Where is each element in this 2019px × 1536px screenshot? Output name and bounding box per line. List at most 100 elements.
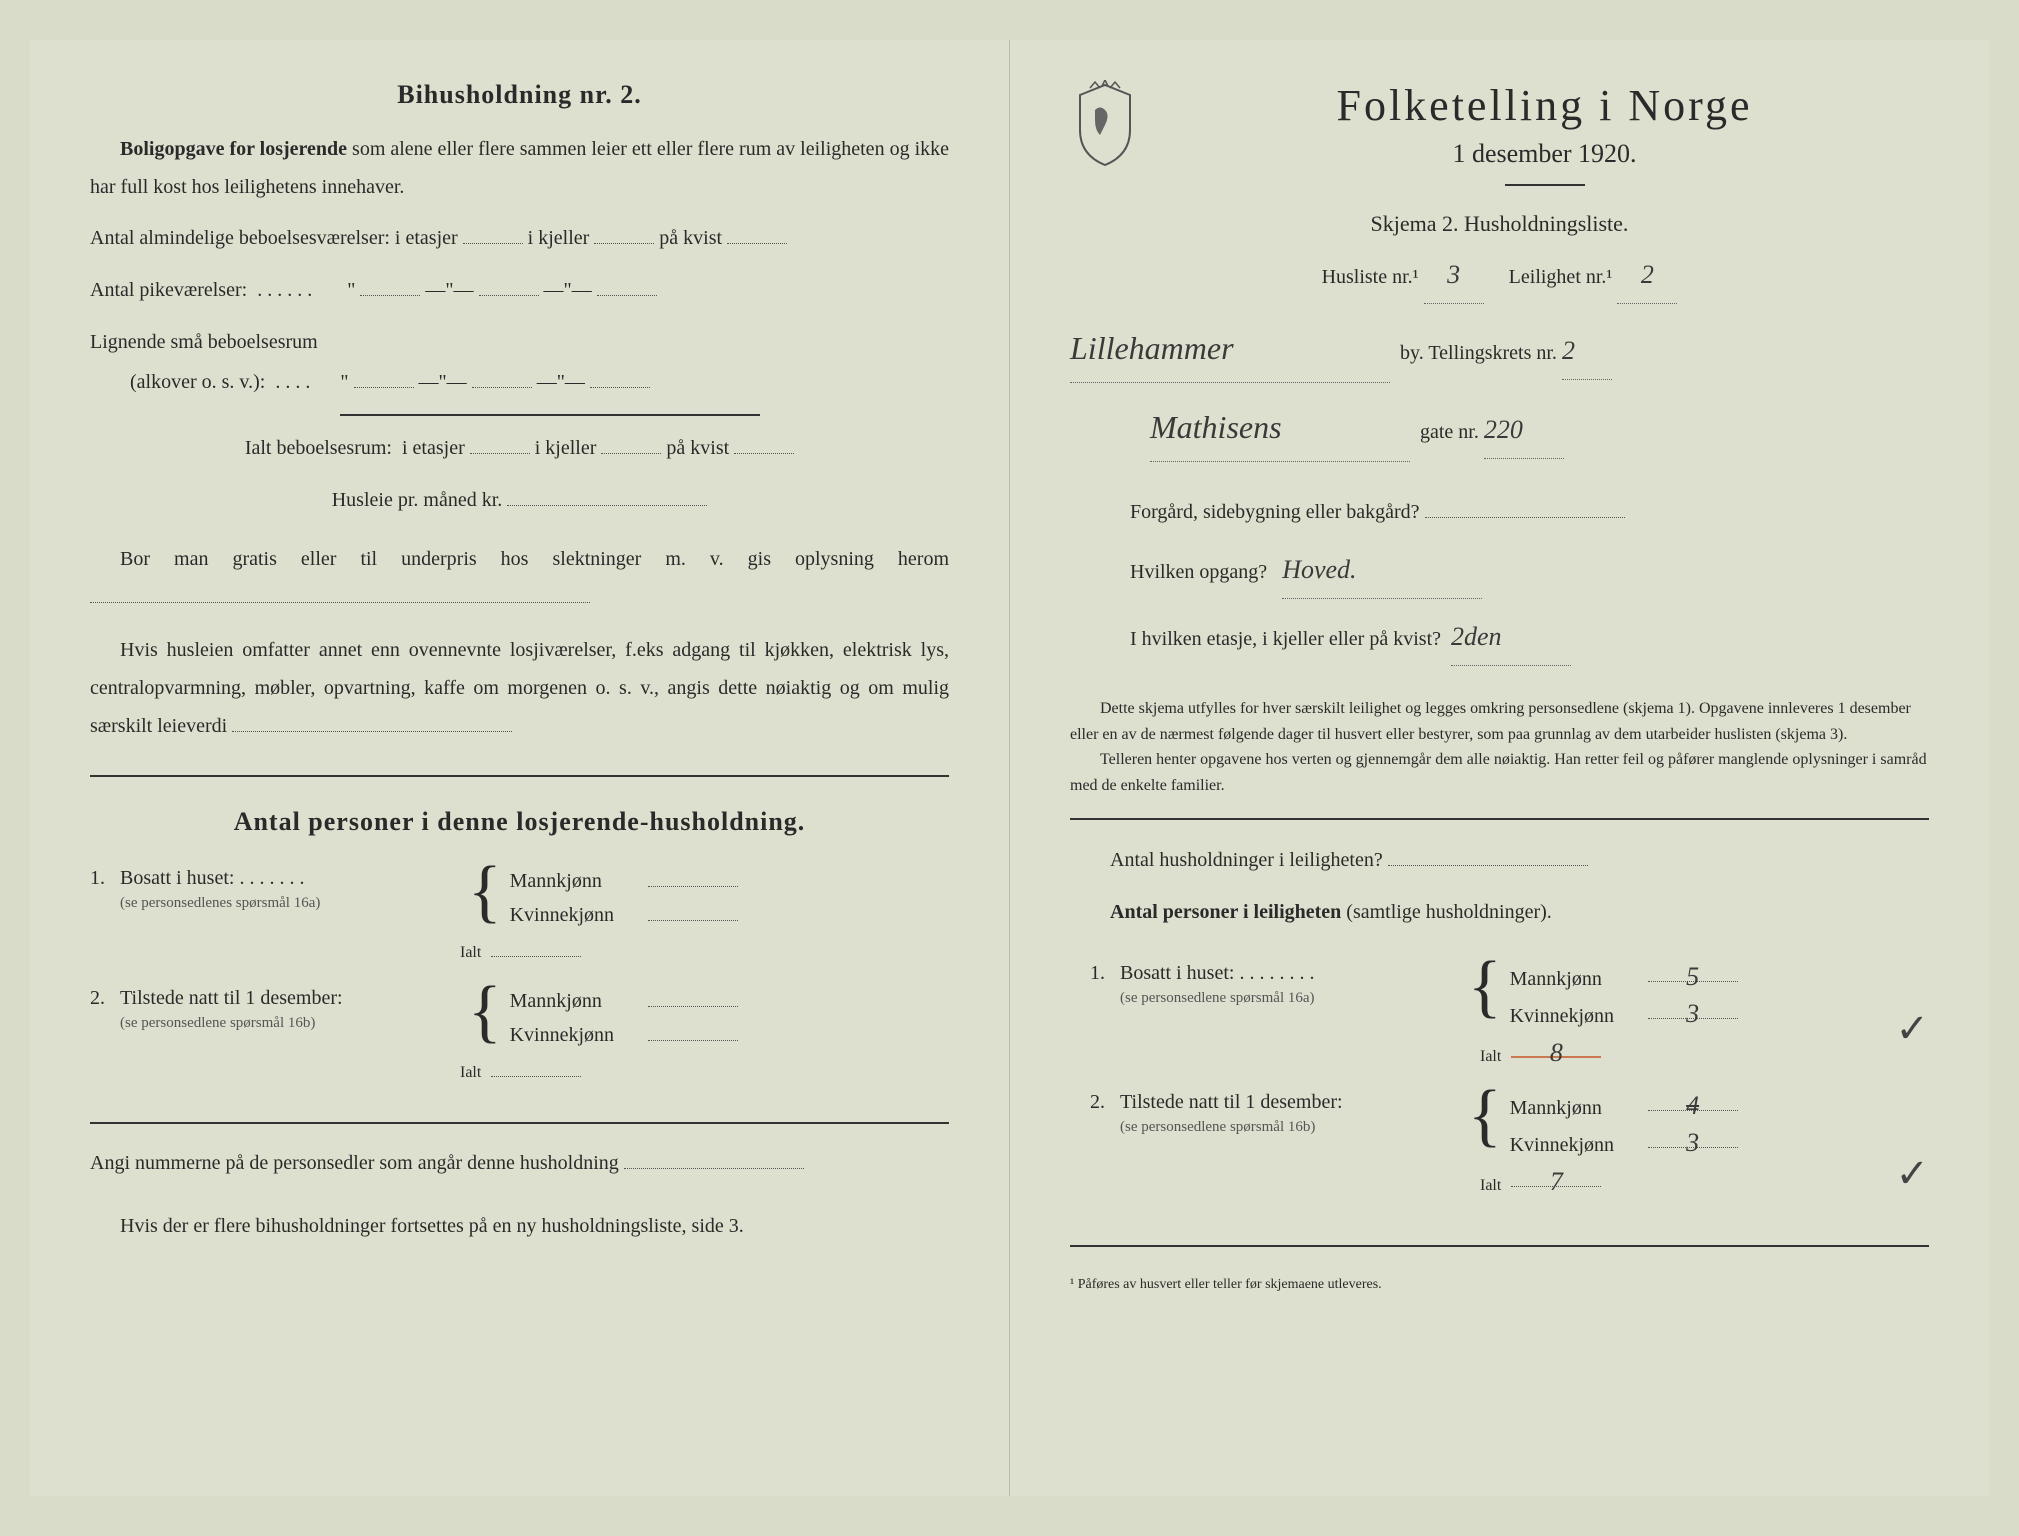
tilstede-row: 2. Tilstede natt til 1 desember: (se per… — [90, 987, 949, 1047]
bor-gratis: Bor man gratis eller til underpris hos s… — [120, 548, 949, 570]
ialt-label: Ialt — [1480, 1177, 1501, 1195]
lignende-label: Lignende små beboelsesrum — [90, 331, 318, 353]
row-num: 1. — [90, 867, 120, 890]
by-val: Lillehammer — [1070, 316, 1390, 383]
leilighet-val: 2 — [1617, 249, 1677, 304]
kvinne-label: Kvinnekjønn — [510, 904, 640, 927]
pa-kvist: på kvist — [659, 227, 722, 249]
ialt-label: Ialt — [460, 1064, 481, 1082]
checkmark-icon: ✓ — [1895, 1150, 1929, 1197]
checkmark-icon: ✓ — [1895, 1005, 1929, 1052]
header-row: Folketelling i Norge 1 desember 1920. — [1070, 80, 1929, 201]
fill — [354, 370, 414, 388]
husleie-row: Husleie pr. måned kr. — [90, 480, 949, 520]
fill — [463, 226, 523, 244]
row-num: 2. — [1090, 1091, 1120, 1114]
ialt-row: Ialt — [460, 1057, 949, 1082]
opgang-label: Hvilken opgang? — [1130, 561, 1267, 583]
fill — [597, 278, 657, 296]
row-num: 1. — [1090, 962, 1120, 985]
fill — [624, 1151, 804, 1169]
footnote: ¹ Påføres av husvert eller teller før sk… — [1070, 1277, 1929, 1293]
ialt-beb-row: Ialt beboelsesrum: i etasjer i kjeller p… — [90, 428, 949, 468]
fill — [507, 488, 707, 506]
fill — [1425, 500, 1625, 518]
gender-col: Mannkjønn Kvinnekjønn — [510, 867, 738, 927]
fill — [594, 226, 654, 244]
bor-gratis-para: Bor man gratis eller til underpris hos s… — [90, 540, 949, 616]
kvinne-label: Kvinnekjønn — [510, 1024, 640, 1047]
opgang-val: Hoved. — [1282, 544, 1482, 599]
antal-hush-label: Antal husholdninger i leiligheten? — [1110, 849, 1383, 871]
fill — [648, 867, 738, 887]
fill — [491, 1057, 581, 1077]
fill — [1388, 848, 1588, 866]
gate-val: Mathisens — [1150, 395, 1410, 462]
location-block: Forgård, sidebygning eller bakgård? Hvil… — [1070, 492, 1929, 666]
persons-title: Antal personer i denne losjerende-hushol… — [90, 807, 949, 837]
intro-paragraph: Boligopgave for losjerende som alene ell… — [90, 130, 949, 206]
lignende-row: Lignende små beboelsesrum (alkover o. s.… — [90, 322, 949, 402]
divider — [90, 1122, 949, 1124]
ialt-row: Ialt — [460, 937, 949, 962]
forgard-row: Forgård, sidebygning eller bakgård? — [1130, 492, 1929, 532]
angi-label: Angi nummerne på de personsedler som ang… — [90, 1152, 619, 1174]
left-title: Bihusholdning nr. 2. — [90, 80, 949, 110]
by-label: by. Tellingskrets nr. — [1400, 342, 1557, 364]
bosatt-row-r: 1. Bosatt i huset: . . . . . . . . (se p… — [1090, 962, 1929, 1028]
bosatt-ialt-val: 8 — [1511, 1038, 1601, 1058]
bosatt-label: Bosatt i huset: . . . . . . . (se person… — [120, 867, 460, 913]
ialt-label: Ialt — [460, 944, 481, 962]
skjema-label: Skjema 2. Husholdningsliste. — [1070, 211, 1929, 237]
leilighet-label: Leilighet nr.¹ — [1509, 266, 1613, 288]
gender-col: Mannkjønn5 Kvinnekjønn3 — [1510, 962, 1738, 1028]
bosatt-text: Bosatt i huset: — [1120, 962, 1234, 984]
gender-col: Mannkjønn Kvinnekjønn — [510, 987, 738, 1047]
opgang-row: Hvilken opgang? Hoved. — [1130, 544, 1929, 599]
mann-label: Mannkjønn — [1510, 1097, 1640, 1120]
etasje-row: I hvilken etasje, i kjeller eller på kvi… — [1130, 611, 1929, 666]
bosatt-m-val: 5 — [1648, 962, 1738, 982]
tilstede-k-val: 3 — [1648, 1128, 1738, 1148]
tilstede-row-r: 2. Tilstede natt til 1 desember: (se per… — [1090, 1091, 1929, 1157]
divider — [1070, 1245, 1929, 1247]
bosatt-k-val: 3 — [1648, 999, 1738, 1019]
gate-row: Mathisens gate nr. 220 — [1070, 395, 1929, 462]
row-num: 2. — [90, 987, 120, 1010]
forgard-label: Forgård, sidebygning eller bakgård? — [1130, 501, 1420, 523]
alkover-label: (alkover o. s. v.): — [130, 371, 265, 393]
ialt-row-r: Ialt8 — [1480, 1038, 1929, 1066]
fill — [727, 226, 787, 244]
bosatt-text: Bosatt i huset: — [120, 867, 234, 889]
tilstede-sub: (se personsedlene spørsmål 16b) — [120, 1015, 315, 1031]
coat-of-arms-icon — [1070, 80, 1140, 170]
krets-val: 2 — [1562, 325, 1612, 380]
left-page: Bihusholdning nr. 2. Boligopgave for los… — [30, 40, 1010, 1496]
bosatt-label-r: Bosatt i huset: . . . . . . . . (se pers… — [1120, 962, 1460, 1008]
divider — [90, 775, 949, 777]
tilstede-label: Tilstede natt til 1 desember: (se person… — [120, 987, 460, 1033]
header-text: Folketelling i Norge 1 desember 1920. — [1160, 80, 1929, 201]
antal-pers-paren: (samtlige husholdninger). — [1346, 901, 1552, 923]
fill — [734, 436, 794, 454]
ialt-row-r2: Ialt7 — [1480, 1167, 1929, 1195]
hvis-husleien-para: Hvis husleien omfatter annet enn ovennev… — [90, 631, 949, 745]
tilstede-m-val: 4 — [1648, 1091, 1738, 1111]
pa-kvist2: på kvist — [666, 437, 729, 459]
husleie-label: Husleie pr. måned kr. — [332, 489, 503, 511]
gate-nr: 220 — [1484, 404, 1564, 459]
antal-pers-title-row: Antal personer i leiligheten (samtlige h… — [1070, 892, 1929, 932]
tilstede-text: Tilstede natt til 1 desember: — [1120, 1091, 1343, 1113]
intro-bold: Boligopgave for losjerende — [120, 138, 347, 160]
right-page: Folketelling i Norge 1 desember 1920. Sk… — [1010, 40, 1989, 1496]
antal-hush-row: Antal husholdninger i leiligheten? — [1070, 840, 1929, 880]
i-etasjer: i etasjer — [402, 437, 465, 459]
fill — [472, 370, 532, 388]
hvis-flere: Hvis der er flere bihusholdninger fortse… — [90, 1207, 949, 1245]
fill — [470, 436, 530, 454]
divider — [1070, 818, 1929, 820]
bosatt-sub: (se personsedlene spørsmål 16a) — [1120, 990, 1315, 1006]
crest-svg — [1070, 80, 1140, 170]
hvis-husleien: Hvis husleien omfatter annet enn ovennev… — [90, 639, 949, 737]
by-row: Lillehammer by. Tellingskrets nr. 2 — [1070, 316, 1929, 383]
